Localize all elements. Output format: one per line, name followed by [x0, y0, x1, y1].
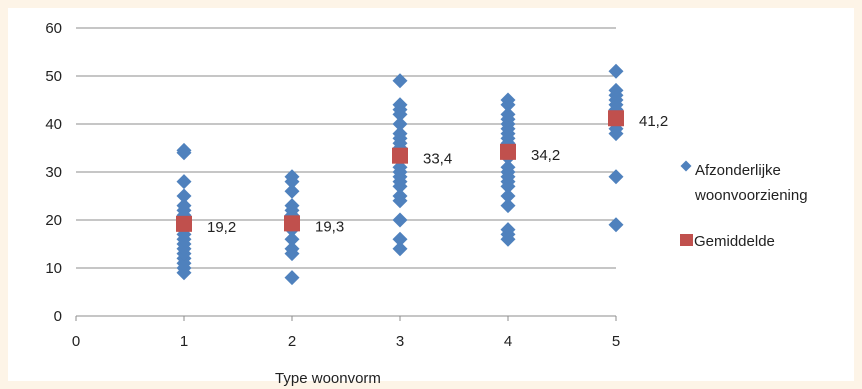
- legend-marker-diamond: [680, 160, 692, 172]
- data-point: [284, 241, 300, 257]
- data-point: [392, 116, 408, 132]
- mean-data-label: 19,3: [315, 218, 344, 235]
- data-point: [392, 97, 408, 113]
- data-point: [608, 63, 624, 79]
- x-tick-label: 5: [612, 333, 620, 350]
- data-point: [500, 198, 516, 214]
- legend-marker-square: [680, 234, 693, 246]
- data-point: [176, 188, 192, 204]
- data-point: [608, 82, 624, 98]
- legend-label-line: Afzonderlijke: [695, 162, 781, 179]
- data-point: [500, 106, 516, 122]
- x-tick-label: 3: [396, 333, 404, 350]
- data-point: [392, 231, 408, 247]
- mean-data-labels: 19,2 19,3 33,4 34,2 41,2: [207, 113, 668, 236]
- y-tick-label: 60: [45, 20, 62, 37]
- data-point: [284, 270, 300, 286]
- data-point: [500, 92, 516, 108]
- data-point: [284, 231, 300, 247]
- data-point: [392, 241, 408, 257]
- y-tick-label: 50: [45, 68, 62, 85]
- y-tick-label: 10: [45, 260, 62, 277]
- legend-label-line: Gemiddelde: [694, 233, 775, 250]
- legend: Afzonderlijke woonvoorziening Gemiddelde: [680, 160, 808, 250]
- data-point: [176, 198, 192, 214]
- y-tick-label: 40: [45, 116, 62, 133]
- x-axis-tick-labels: 0 1 2 3 4 5: [72, 333, 620, 350]
- mean-point: [608, 110, 624, 127]
- y-axis-tick-labels: 0 10 20 30 40 50 60: [45, 20, 62, 325]
- mean-point: [176, 215, 192, 232]
- data-point: [500, 222, 516, 238]
- data-point: [176, 174, 192, 190]
- data-point: [284, 183, 300, 199]
- data-point: [284, 198, 300, 214]
- data-point: [176, 142, 192, 158]
- data-point: [608, 217, 624, 233]
- mean-point: [392, 147, 408, 164]
- x-tick-label: 0: [72, 333, 80, 350]
- data-point: [500, 159, 516, 175]
- data-point: [392, 126, 408, 142]
- mean-data-label: 34,2: [531, 147, 560, 164]
- data-point: [392, 188, 408, 204]
- x-axis-title: Type woonvorm: [275, 370, 381, 387]
- data-point: [500, 188, 516, 204]
- y-tick-label: 0: [54, 308, 62, 325]
- mean-point: [284, 215, 300, 232]
- x-tick-label: 4: [504, 333, 512, 350]
- y-tick-label: 30: [45, 164, 62, 181]
- data-point: [284, 169, 300, 185]
- x-tick-label: 1: [180, 333, 188, 350]
- data-point: [608, 169, 624, 185]
- mean-data-label: 41,2: [639, 113, 668, 130]
- x-tick-label: 2: [288, 333, 296, 350]
- legend-label-line: woonvoorziening: [694, 187, 808, 204]
- mean-data-label: 33,4: [423, 151, 452, 168]
- mean-data-label: 19,2: [207, 219, 236, 236]
- data-point: [392, 73, 408, 89]
- y-tick-label: 20: [45, 212, 62, 229]
- mean-points: [176, 110, 624, 232]
- plot-area: [8, 8, 854, 381]
- data-point: [392, 212, 408, 228]
- x-axis: [75, 315, 617, 321]
- gridlines: [76, 27, 616, 269]
- mean-point: [500, 143, 516, 160]
